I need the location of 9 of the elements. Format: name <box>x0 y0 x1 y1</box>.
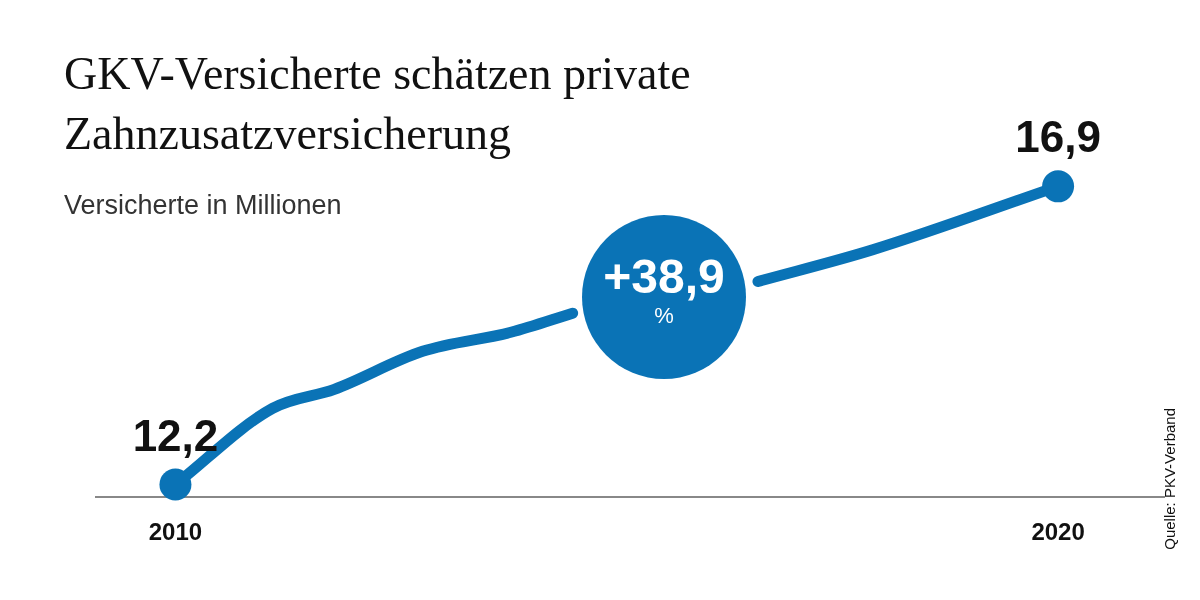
badge-circle: +38,9 % <box>582 215 746 379</box>
x-tick-label: 2020 <box>1031 518 1085 546</box>
annotation: +38,9 % <box>602 250 726 329</box>
x-tick-label: 2010 <box>148 518 203 546</box>
chart-subtitle: Versicherte in Millionen <box>64 190 342 221</box>
chart-title: GKV-Versicherte schätzen private Zahnzusatzversicherung <box>64 47 692 161</box>
data-label: 12,2 <box>132 410 219 460</box>
annotation: Quelle: PKV-Verband <box>1161 408 1178 550</box>
data-label: 16,9 <box>1015 112 1101 162</box>
